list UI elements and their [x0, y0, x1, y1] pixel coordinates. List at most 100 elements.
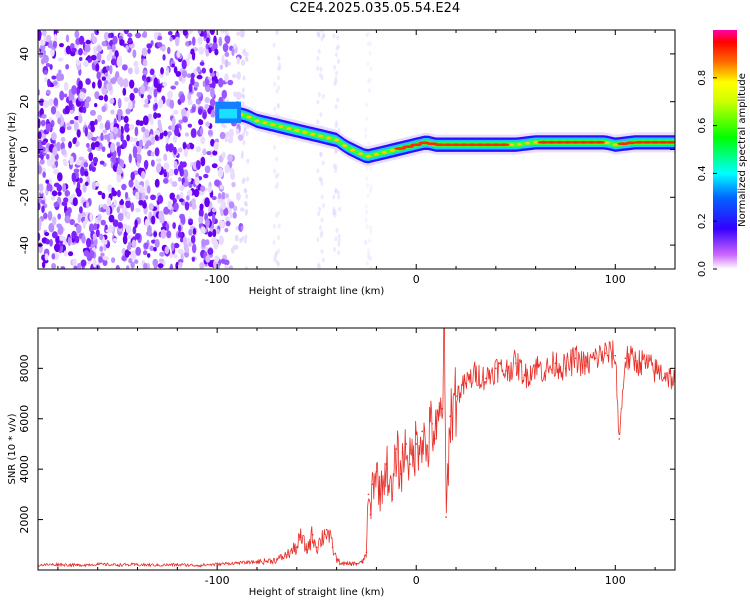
noise-streak [321, 160, 325, 166]
noise-speck [59, 73, 65, 81]
noise-streak [240, 225, 244, 231]
noise-speck [117, 98, 122, 108]
noise-streak [364, 209, 368, 215]
noise-speck [227, 79, 234, 86]
noise-streak [276, 260, 280, 266]
noise-speck [145, 195, 149, 200]
noise-streak [244, 56, 248, 62]
noise-speck [95, 63, 100, 72]
noise-streak [317, 92, 321, 98]
noise-streak [334, 149, 338, 155]
noise-streak [319, 66, 323, 72]
noise-speck [79, 206, 83, 214]
noise-speck [58, 69, 62, 75]
ridge-peak [286, 127, 292, 130]
noise-streak [365, 102, 369, 108]
noise-speck [80, 259, 87, 267]
noise-speck [169, 99, 175, 109]
noise-speck [92, 233, 97, 241]
noise-streak [317, 32, 321, 38]
noise-speck [207, 129, 213, 136]
ridge-peak [278, 125, 284, 128]
noise-speck [101, 59, 106, 65]
snr-point [618, 438, 621, 440]
noise-streak [318, 151, 322, 157]
noise-streak [365, 176, 369, 182]
noise-speck [99, 122, 104, 130]
noise-speck [66, 122, 71, 128]
noise-speck [40, 167, 46, 173]
noise-speck [50, 195, 56, 201]
noise-speck [53, 201, 59, 208]
chart-title: C2E4.2025.035.05.54.E24 [289, 1, 461, 16]
noise-speck [140, 84, 146, 95]
noise-speck [109, 131, 114, 140]
noise-speck [85, 96, 92, 103]
colorbar-tick-label: 0.6 [697, 118, 708, 134]
noise-speck [199, 61, 205, 66]
noise-speck [219, 184, 224, 190]
noise-speck [97, 79, 102, 89]
noise-speck [191, 198, 196, 205]
noise-speck [175, 70, 182, 77]
noise-speck [106, 54, 111, 62]
top-xtick-label: 0 [413, 273, 420, 286]
noise-streak [367, 141, 371, 147]
noise-speck [146, 43, 153, 49]
noise-speck [103, 31, 110, 41]
noise-speck [167, 90, 173, 100]
noise-streak [334, 187, 338, 193]
noise-speck [191, 202, 197, 210]
noise-speck [38, 30, 42, 39]
noise-streak [334, 123, 338, 129]
noise-speck [125, 108, 131, 115]
noise-speck [215, 71, 220, 78]
noise-speck [72, 137, 77, 145]
noise-speck [224, 227, 229, 233]
noise-speck [125, 224, 132, 234]
noise-speck [196, 91, 202, 98]
noise-streak [368, 51, 372, 57]
noise-speck [184, 201, 190, 211]
noise-streak [334, 164, 338, 170]
noise-speck [45, 238, 50, 245]
ridge-peak [410, 143, 423, 147]
noise-speck [43, 212, 48, 220]
noise-speck [174, 124, 179, 130]
noise-speck [178, 75, 183, 82]
noise-speck [38, 183, 44, 192]
noise-speck [99, 245, 104, 252]
noise-streak [276, 55, 280, 61]
noise-speck [150, 116, 154, 126]
noise-speck [139, 186, 146, 193]
noise-speck [96, 45, 103, 52]
noise-streak [244, 211, 248, 217]
noise-speck [69, 119, 75, 125]
noise-speck [89, 120, 96, 127]
noise-streak [332, 246, 336, 252]
noise-speck [207, 107, 212, 114]
noise-streak [368, 88, 372, 94]
snr-point [441, 407, 443, 410]
noise-streak [276, 261, 280, 267]
noise-speck [225, 220, 231, 227]
noise-streak [337, 194, 341, 200]
noise-speck [65, 64, 70, 70]
snr-point [409, 463, 412, 465]
bottom-frame [37, 327, 676, 571]
ridge-peak [254, 119, 260, 123]
snr-point [624, 357, 627, 360]
ridge-peak [373, 152, 379, 156]
noise-streak [337, 241, 341, 247]
noise-speck [204, 78, 210, 86]
noise-speck [236, 56, 240, 65]
noise-speck [55, 235, 61, 245]
noise-streak [366, 61, 370, 67]
noise-speck [41, 113, 47, 119]
noise-speck [221, 151, 226, 159]
noise-streak [366, 254, 370, 260]
noise-speck [51, 132, 57, 141]
noise-speck [89, 212, 93, 222]
noise-speck [169, 177, 173, 184]
snr-point [435, 438, 437, 440]
